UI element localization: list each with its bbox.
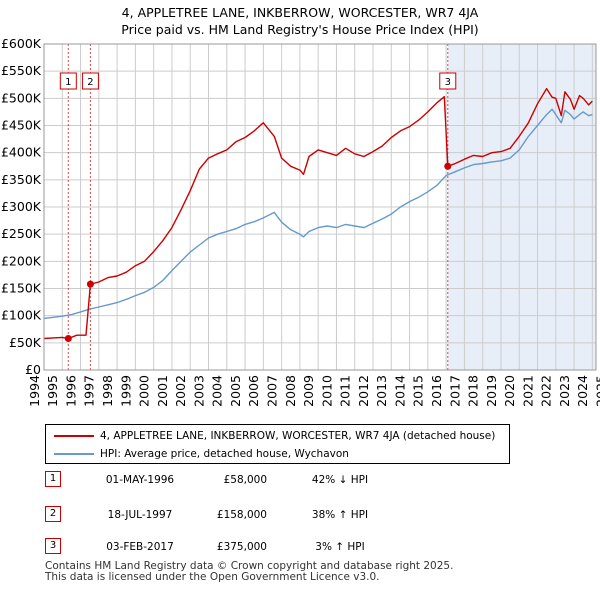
plot-border: [43, 43, 597, 371]
sale-marker-box: [81, 72, 99, 90]
footer-line-1: Contains HM Land Registry data © Crown c…: [45, 560, 454, 572]
x-tick-label: 1998: [100, 375, 115, 407]
sale-point: [86, 280, 94, 288]
legend-swatch-price: [54, 435, 94, 437]
sale-number-badge: 3: [45, 538, 61, 554]
x-tick-label: 2006: [246, 375, 261, 407]
sale-marker-label: 2: [87, 77, 93, 88]
y-tick-label: £250K: [1, 226, 42, 241]
hpi-line: [43, 108, 593, 320]
footer-line-2: This data is licensed under the Open Gov…: [45, 571, 380, 583]
sale-price: £375,000: [216, 541, 267, 553]
x-tick-label: 2023: [557, 375, 572, 407]
y-tick-label: £350K: [1, 172, 42, 187]
sale-date: 18-JUL-1997: [107, 509, 173, 521]
legend: 4, APPLETREE LANE, INKBERROW, WORCESTER,…: [45, 424, 510, 464]
sale-hpi-diff: 3% ↑ HPI: [315, 541, 365, 553]
x-tick-label: 2016: [429, 375, 444, 407]
x-tick-label: 1994: [27, 375, 42, 407]
x-tick-label: 2025: [593, 375, 600, 407]
sale-marker-label: 3: [445, 77, 451, 88]
x-tick-label: 2007: [264, 375, 279, 407]
x-tick-label: 2002: [173, 375, 188, 407]
sale-row: 2 18-JUL-1997 £158,000 38% ↑ HPI: [45, 505, 465, 525]
y-tick-label: £150K: [1, 281, 42, 296]
sale-number-badge: 1: [45, 471, 61, 487]
x-tick-label: 2024: [575, 375, 590, 407]
y-tick-label: £0: [25, 362, 41, 377]
legend-label-price: 4, APPLETREE LANE, INKBERROW, WORCESTER,…: [100, 430, 496, 442]
legend-label-hpi: HPI: Average price, detached house, Wych…: [100, 448, 349, 460]
chart-title-line-1: 4, APPLETREE LANE, INKBERROW, WORCESTER,…: [121, 5, 479, 20]
x-tick-label: 2010: [319, 375, 334, 407]
x-tick-label: 2012: [356, 375, 371, 407]
sale-marker-box: [439, 72, 457, 90]
x-tick-label: 1995: [45, 375, 60, 407]
x-tick-label: 2004: [210, 375, 225, 407]
legend-swatch-hpi: [54, 453, 94, 455]
sale-hpi-diff: 42% ↓ HPI: [311, 474, 369, 486]
sale-row: 3 03-FEB-2017 £375,000 3% ↑ HPI: [45, 537, 465, 557]
x-tick-label: 2018: [466, 375, 481, 407]
x-tick-label: 1997: [82, 375, 97, 407]
y-tick-label: £500K: [1, 90, 42, 105]
y-tick-label: £400K: [1, 145, 42, 160]
price-paid-line: [43, 87, 593, 340]
sale-row: 1 01-MAY-1996 £58,000 42% ↓ HPI: [45, 470, 465, 490]
x-tick-label: 1999: [118, 375, 133, 407]
sale-price: £58,000: [223, 474, 267, 486]
x-tick-label: 2017: [447, 375, 462, 407]
x-tick-label: 2001: [155, 375, 170, 407]
sale-point: [444, 162, 452, 170]
sale-hpi-diff: 38% ↑ HPI: [311, 509, 369, 521]
y-tick-label: £450K: [1, 118, 42, 133]
sale-marker-box: [59, 72, 77, 90]
x-tick-label: 2015: [411, 375, 426, 407]
x-tick-label: 2005: [228, 375, 243, 407]
x-tick-label: 2014: [392, 375, 407, 407]
y-tick-label: £600K: [1, 36, 42, 51]
sale-point: [64, 334, 72, 342]
x-tick-label: 2020: [502, 375, 517, 407]
chart-title-line-2: Price paid vs. HM Land Registry's House …: [121, 22, 479, 37]
x-tick-label: 2022: [539, 375, 554, 407]
x-tick-label: 2003: [191, 375, 206, 407]
footer-attribution: Contains HM Land Registry data © Crown c…: [45, 561, 453, 583]
y-tick-label: £300K: [1, 199, 42, 214]
price-chart: £0 £50K £100K £150K £200K £250K £300K £350K £400…: [1, 36, 600, 407]
chart-title: 4, APPLETREE LANE, INKBERROW, WORCESTER,…: [0, 4, 600, 38]
sale-price: £158,000: [216, 509, 267, 521]
x-tick-label: 1996: [63, 375, 78, 407]
x-tick-label: 2021: [520, 375, 535, 407]
sale-date: 01-MAY-1996: [105, 474, 175, 486]
sale-marker-label: 1: [65, 77, 71, 88]
sale-date: 03-FEB-2017: [106, 541, 174, 553]
y-tick-label: £100K: [1, 308, 42, 323]
x-tick-label: 2013: [374, 375, 389, 407]
x-tick-label: 2000: [137, 375, 152, 407]
x-tick-label: 2009: [301, 375, 316, 407]
x-tick-label: 2019: [484, 375, 499, 407]
y-tick-label: £50K: [9, 335, 42, 350]
sale-number-badge: 2: [45, 506, 61, 522]
y-tick-label: £550K: [1, 63, 42, 78]
x-tick-label: 2011: [338, 375, 353, 407]
y-tick-label: £200K: [1, 253, 42, 268]
x-tick-label: 2008: [283, 375, 298, 407]
